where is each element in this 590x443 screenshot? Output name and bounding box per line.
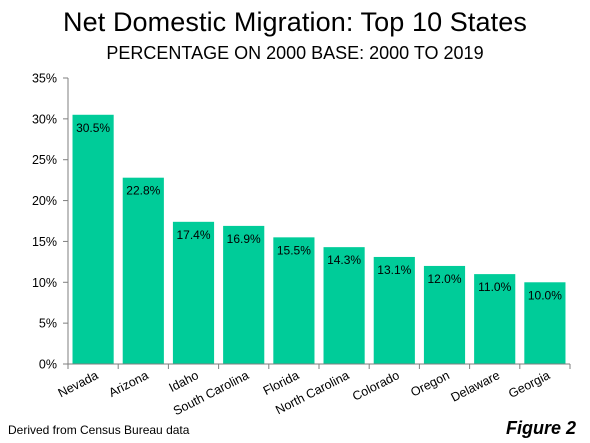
bar: [72, 114, 114, 365]
data-label: 16.9%: [227, 232, 261, 246]
x-category-label: Colorado: [350, 368, 402, 404]
bar: [524, 282, 566, 364]
bar: [223, 225, 265, 364]
y-tick-label: 10%: [32, 276, 57, 290]
y-tick-label: 30%: [32, 112, 57, 126]
source-footnote: Derived from Census Bureau data: [8, 423, 190, 437]
data-label: 22.8%: [126, 184, 160, 198]
data-label: 11.0%: [478, 280, 511, 294]
bar: [122, 177, 164, 364]
bar: [323, 247, 365, 364]
data-label: 10.0%: [528, 288, 562, 302]
chart-title: Net Domestic Migration: Top 10 States: [63, 7, 527, 37]
bar: [373, 256, 415, 364]
bar: [423, 265, 466, 364]
data-label: 13.1%: [377, 263, 411, 277]
figure-label: Figure 2: [505, 418, 576, 438]
x-category-label: Oregon: [408, 368, 452, 399]
y-tick-label: 35%: [32, 72, 57, 86]
bar: [273, 237, 315, 364]
chart-subtitle: PERCENTAGE ON 2000 BASE: 2000 TO 2019: [106, 43, 484, 63]
x-category-label: Nevada: [56, 368, 101, 400]
data-label: 12.0%: [427, 272, 461, 286]
data-label: 17.4%: [176, 228, 210, 242]
y-tick-label: 25%: [32, 153, 57, 167]
data-label: 30.5%: [76, 121, 110, 135]
y-tick-label: 5%: [39, 317, 57, 331]
y-tick-label: 0%: [39, 358, 57, 372]
y-tick-label: 20%: [32, 194, 57, 208]
bar: [474, 274, 516, 364]
x-category-label: Delaware: [449, 368, 502, 404]
data-label: 15.5%: [277, 243, 311, 257]
y-tick-label: 15%: [32, 235, 57, 249]
x-category-label: Georgia: [506, 368, 552, 401]
x-category-label: Arizona: [107, 368, 151, 400]
x-category-label: Idaho: [167, 368, 201, 395]
bar: [172, 221, 215, 364]
data-label: 14.3%: [327, 253, 361, 267]
